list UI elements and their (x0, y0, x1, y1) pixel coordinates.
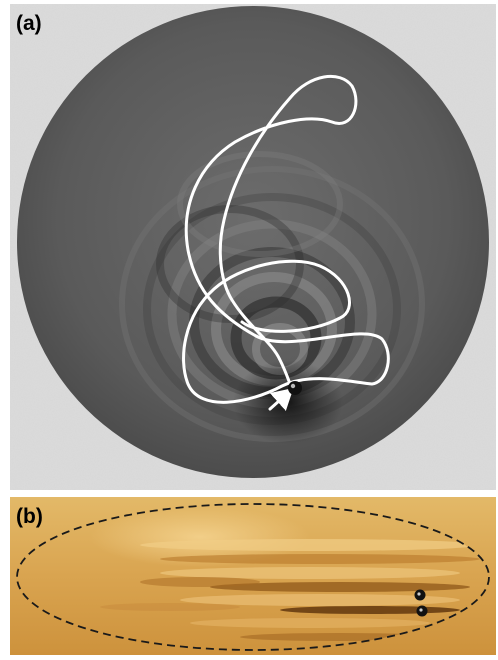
droplet-trajectory (182, 74, 390, 404)
bath-boundary (16, 503, 490, 651)
panel-label-b: (b) (16, 505, 43, 528)
panel-label-a: (a) (16, 12, 42, 35)
panel-a: (a) (10, 4, 496, 490)
panel-b-image (10, 497, 496, 655)
wave-bands (100, 539, 480, 641)
panel-a-image (10, 4, 496, 490)
arrow-icon (268, 387, 294, 411)
circular-bath (17, 6, 489, 478)
panel-b: (b) (10, 497, 496, 655)
droplet (288, 381, 302, 395)
